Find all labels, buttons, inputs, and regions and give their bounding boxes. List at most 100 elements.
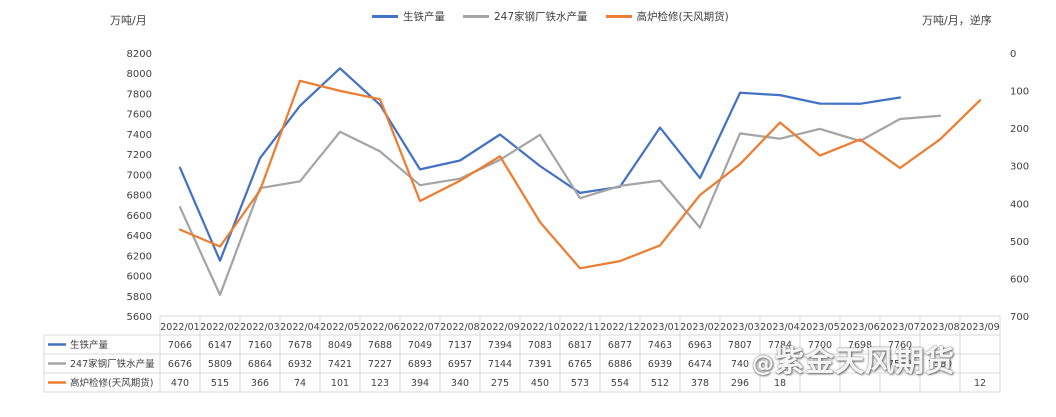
x-axis-tick-label: 2022/06 [360,322,399,333]
table-cell-value: 7066 [168,340,192,351]
table-cell-value: 7137 [448,340,472,351]
table-cell-value: 6474 [688,359,712,370]
legend-swatch [605,15,632,18]
right-axis-unit: 万吨/月，逆序 [922,14,992,27]
table-cell-value: 6676 [168,359,192,370]
table-cell-value: 296 [731,378,749,389]
table-cell-value: 6939 [648,359,672,370]
legend-item-hot-metal[interactable]: 247家钢厂铁水产量 [463,9,588,24]
legend-item-maintenance[interactable]: 高炉检修(天风期货) [605,9,729,24]
table-cell-value: 7160 [248,340,272,351]
legend-item-pig-iron[interactable]: 生铁产量 [372,9,445,24]
table-cell-value: 7421 [328,359,352,370]
left-axis-tick-label: 7400 [127,130,152,141]
table-cell-value: 7083 [528,340,552,351]
table-cell-value: 7580 [928,359,952,370]
table-cell-value: 740 [731,359,749,370]
series-line [178,67,902,262]
legend-swatch [372,15,398,18]
table-cell-value: 7688 [368,340,392,351]
left-axis-tick-label: 7600 [127,110,152,121]
table-cell-value: 470 [171,378,189,389]
table-cell-value: 554 [611,378,629,389]
table-cell-value: 12 [974,378,986,389]
x-axis-tick-label: 2022/02 [200,322,239,333]
table-cell-value: 6765 [568,359,592,370]
right-axis-tick-label: 0 [1010,49,1016,60]
table-cell-value: 7760 [888,340,912,351]
x-axis-tick-label: 2023/07 [880,322,919,333]
x-axis-tick-label: 2022/03 [240,322,279,333]
table-cell-value: 8049 [328,340,352,351]
x-axis-tick-label: 2022/05 [320,322,359,333]
table-cell-value: 6886 [608,359,632,370]
series-line [178,114,942,297]
table-cell-value: 6957 [448,359,472,370]
legend: 生铁产量 247家钢厂铁水产量 高炉检修(天风期货) [372,9,729,24]
right-axis-tick-label: 500 [1010,237,1029,248]
table-cell-value: 7394 [488,340,512,351]
table-cell-value: 7700 [808,340,832,351]
table-cell-value: 6817 [568,340,592,351]
table-cell-value: 123 [371,378,389,389]
table-cell-value: 6877 [608,340,632,351]
left-axis-tick-label: 6200 [127,251,152,262]
left-axis-tick-label: 7200 [127,150,152,161]
table-series-label: 生铁产量 [70,339,109,351]
x-axis-tick-label: 2023/09 [960,322,999,333]
right-axis-tick-label: 700 [1010,312,1029,323]
table-cell-value: 394 [411,378,429,389]
x-axis-tick-label: 2022/12 [600,322,639,333]
table-cell-value: 6147 [208,340,232,351]
table-cell-value: 450 [531,378,549,389]
left-axis-tick-label: 6400 [127,231,152,242]
x-axis-tick-label: 2023/01 [640,322,679,333]
table-cell-value: 7049 [408,340,432,351]
watermark: @紫金天风期货 [752,344,956,378]
right-axis-tick-label: 300 [1010,162,1029,173]
right-axis-tick-label: 200 [1010,124,1029,135]
x-axis-tick-label: 2022/11 [560,322,599,333]
legend-label: 生铁产量 [403,11,445,23]
table-cell-value: 7807 [728,340,752,351]
table-cell-value: 7391 [528,359,552,370]
x-axis-tick-label: 2023/08 [920,322,959,333]
table-cell-value: 7144 [488,359,512,370]
x-axis-tick-label: 2023/05 [800,322,839,333]
table-cell-value: 6893 [408,359,432,370]
x-axis-tick-label: 2023/02 [680,322,719,333]
table-cell-value: 515 [211,378,229,389]
table-cell-value: 7227 [368,359,392,370]
x-axis-tick-label: 2022/01 [160,322,199,333]
x-axis-tick-label: 2022/10 [520,322,559,333]
left-axis-tick-label: 6600 [127,211,152,222]
left-axis-tick-label: 8000 [127,69,152,80]
table-cell-value: 340 [451,378,469,389]
right-axis-tick-label: 600 [1010,274,1029,285]
table-cell-value: 6932 [288,359,312,370]
table-cell-value: 7698 [848,340,872,351]
table-cell-value: 7463 [648,340,672,351]
right-axis-tick-label: 100 [1010,87,1029,98]
series-line [178,79,982,270]
left-axis-unit: 万吨/月 [110,14,147,27]
table-cell-value: 6864 [248,359,272,370]
table-cell-value: 74 [294,378,306,389]
legend-label: 247家钢厂铁水产量 [494,11,588,23]
table-series-label: 高炉检修(天风期货) [70,377,153,389]
left-axis-tick-label: 7000 [127,170,152,181]
x-axis-tick-label: 2022/08 [440,322,479,333]
left-axis-tick-label: 8200 [127,49,152,60]
table-cell-value: 378 [691,378,709,389]
table-cell-value: 7784 [768,340,792,351]
x-axis-tick-label: 2023/04 [760,322,799,333]
table-cell-value: 7678 [288,340,312,351]
legend-label: 高炉检修(天风期货) [636,11,729,23]
x-axis-tick-label: 2023/03 [720,322,759,333]
left-axis-tick-label: 6800 [127,191,152,202]
x-axis-tick-label: 2022/09 [480,322,519,333]
left-axis-tick-label: 5600 [127,312,152,323]
table-cell-value: 512 [651,378,669,389]
table-cell-value: 18 [774,378,786,389]
